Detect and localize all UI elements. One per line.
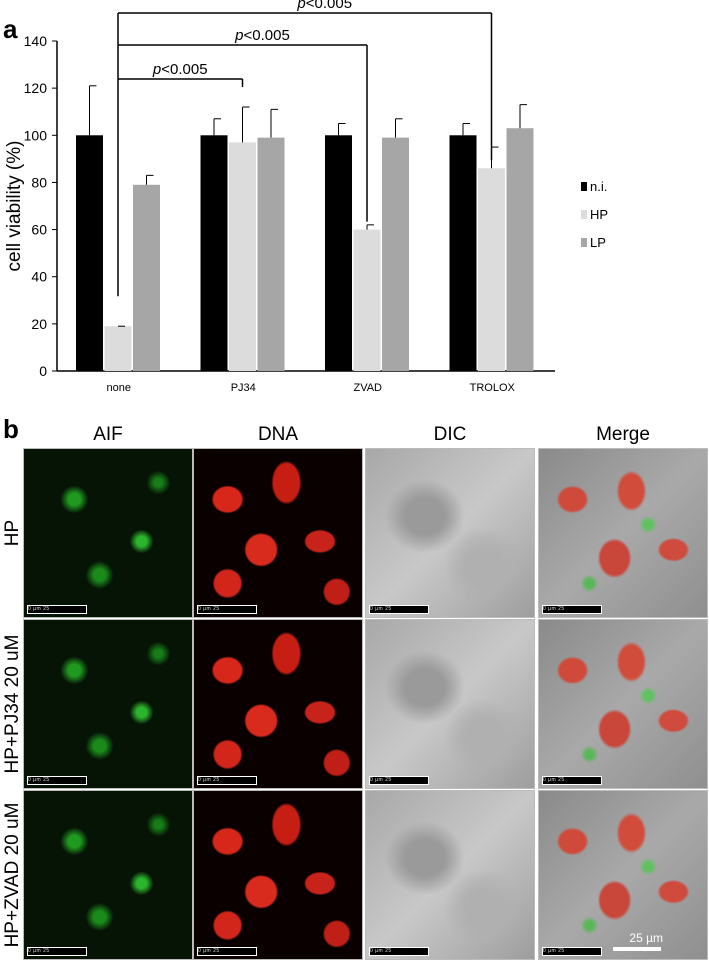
scale-bar-box: 0 µm 25 <box>542 605 602 614</box>
y-tick-label: 100 <box>24 127 48 143</box>
column-header-dna: DNA <box>257 424 299 445</box>
legend-swatch-ni <box>581 182 587 191</box>
panel-a-label: a <box>3 14 18 44</box>
scale-bar-box: 0 µm 25 <box>369 947 429 956</box>
bar-LP-PJ34 <box>257 137 285 371</box>
bar-chart: 0 20 40 60 80 100 120 140 cell viability (%) none… <box>4 0 608 394</box>
y-tick-label: 80 <box>31 174 47 190</box>
bar-ni-TROLOX <box>449 135 477 371</box>
column-header-dic: DIC <box>433 424 467 445</box>
legend-swatch-LP <box>581 238 587 247</box>
bar-ni-PJ34 <box>200 135 228 371</box>
scale-bar <box>613 947 661 951</box>
micrograph-dic-row3: 0 µm 25 <box>365 790 535 960</box>
micrograph-merge-row1: 0 µm 25 <box>538 448 708 618</box>
micrograph-dic-row2: 0 µm 25 <box>365 619 535 789</box>
micrograph-aif-row1: 0 µm 25 <box>23 448 193 618</box>
bar-HP-none <box>104 326 132 371</box>
bar-ni-none <box>76 135 103 371</box>
scale-bar-label: 25 µm <box>629 931 663 945</box>
y-tick-label: 20 <box>31 316 47 332</box>
bar-LP-ZVAD <box>382 137 409 371</box>
scale-bar-box: 0 µm 25 <box>197 776 257 785</box>
panel-b-label: b <box>3 414 19 444</box>
column-header-merge: Merge <box>596 424 650 445</box>
bar-LP-none <box>133 184 160 371</box>
scale-bar-box: 0 µm 25 <box>27 947 87 956</box>
y-axis-label: cell viability (%) <box>4 141 25 272</box>
y-tick-label: 40 <box>31 269 47 285</box>
scale-bar-box: 0 µm 25 <box>27 605 87 614</box>
scale-bar-box: 0 µm 25 <box>27 776 87 785</box>
scale-bar-box: 0 µm 25 <box>197 605 257 614</box>
scale-bar-box: 0 µm 25 <box>197 947 257 956</box>
scale-bar-box: 0 µm 25 <box>369 605 429 614</box>
x-tick-label: PJ34 <box>231 382 256 394</box>
micrograph-dna-row3: 0 µm 25 <box>193 790 363 960</box>
y-tick-label: 0 <box>39 363 47 379</box>
bar-ni-ZVAD <box>325 135 352 371</box>
bar-LP-TROLOX <box>506 128 534 371</box>
significance-label: p<0.005 <box>296 0 352 12</box>
scale-bar-box: 0 µm 25 <box>542 947 602 956</box>
bar-HP-ZVAD <box>353 229 381 371</box>
row-label: HP+PJ34 20 uM <box>2 634 23 774</box>
micrograph-dna-row1: 0 µm 25 <box>193 448 363 618</box>
bar-HP-TROLOX <box>478 168 505 371</box>
micrograph-dna-row2: 0 µm 25 <box>193 619 363 789</box>
legend-label: HP <box>590 207 608 222</box>
x-tick-label: ZVAD <box>353 382 382 394</box>
legend-swatch-HP <box>581 210 587 219</box>
column-header-aif: AIF <box>93 424 123 445</box>
y-tick-label: 140 <box>24 33 48 49</box>
scale-bar-box: 0 µm 25 <box>542 776 602 785</box>
significance-label: p<0.005 <box>234 27 290 44</box>
bar-HP-PJ34 <box>229 142 256 371</box>
micrograph-aif-row3: 0 µm 25 <box>23 790 193 960</box>
legend-label: LP <box>590 235 606 250</box>
row-label: HP+ZVAD 20 uM <box>2 802 23 948</box>
scale-bar-box: 0 µm 25 <box>369 776 429 785</box>
y-tick-label: 60 <box>31 222 47 238</box>
row-label: HP <box>2 519 23 547</box>
micrograph-merge-row3: 0 µm 25 25 µm <box>538 790 708 960</box>
micrograph-dic-row1: 0 µm 25 <box>365 448 535 618</box>
micrograph-merge-row2: 0 µm 25 <box>538 619 708 789</box>
significance-label: p<0.005 <box>152 61 208 78</box>
y-tick-label: 120 <box>24 80 48 96</box>
x-tick-label: TROLOX <box>470 382 516 394</box>
x-tick-label: none <box>107 382 131 394</box>
micrograph-aif-row2: 0 µm 25 <box>23 619 193 789</box>
legend-label: n.i. <box>590 179 607 194</box>
